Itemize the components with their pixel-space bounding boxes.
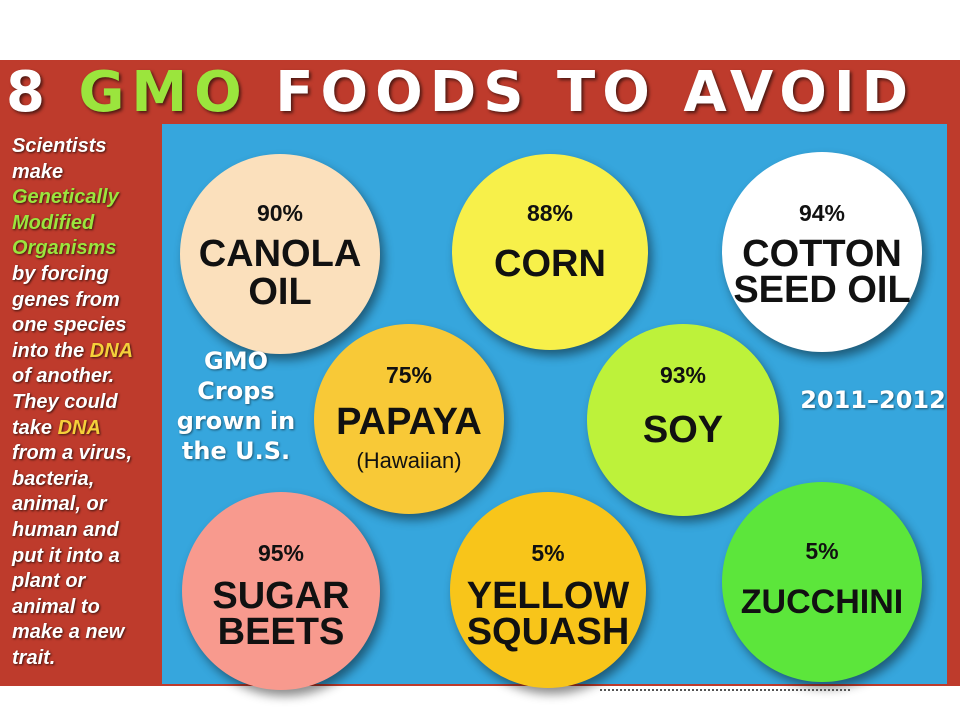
sidebar-line: put it into a: [12, 544, 120, 567]
caption-line: GMO: [204, 347, 268, 375]
sidebar-line: bacteria,: [12, 467, 95, 490]
years-label: 2011–2012: [800, 386, 946, 414]
food-name: SOY: [642, 409, 724, 451]
sidebar-highlight: Organisms: [12, 237, 117, 260]
food-percent: 88%: [526, 200, 574, 226]
gmo-crops-caption: GMO Crops grown in the U.S.: [170, 346, 302, 466]
food-percent: 93%: [659, 362, 707, 388]
sidebar-text: into the: [12, 339, 90, 362]
caption-line: grown in: [176, 407, 296, 435]
food-name: SQUASH: [466, 611, 630, 653]
sidebar-line: animal, or: [12, 493, 107, 516]
food-circle-sugar-beets: 95% SUGAR BEETS: [182, 492, 380, 690]
sidebar-line: Scientists: [12, 135, 107, 157]
sidebar-dna: DNA: [57, 416, 101, 439]
sidebar-line: take DNA: [12, 416, 162, 442]
food-circle-papaya: 75% PAPAYA (Hawaiian): [314, 324, 504, 514]
sidebar-line: genes from: [12, 288, 120, 311]
sidebar-highlight: Genetically: [12, 186, 119, 209]
food-name: COTTON: [742, 233, 902, 275]
food-percent: 5%: [531, 540, 565, 566]
sidebar-line: trait.: [12, 646, 56, 669]
food-percent: 5%: [805, 538, 839, 564]
food-percent: 95%: [257, 540, 305, 566]
food-circle-corn: 88% CORN: [452, 154, 648, 350]
food-circle-zucchini: 5% ZUCCHINI: [722, 482, 922, 682]
poster: 8 GMO FOODS TO AVOID Scientists make Gen…: [0, 60, 960, 690]
title-number: 8: [6, 60, 52, 125]
sidebar-description: Scientists make Genetically Modified Org…: [12, 134, 162, 671]
sidebar-line: They could: [12, 390, 118, 413]
food-name: BEETS: [217, 611, 345, 653]
foods-panel: 90% CANOLA OIL 88% CORN 94% COTTON SEED …: [162, 124, 947, 690]
food-circle-cotton-seed-oil: 94% COTTON SEED OIL: [722, 152, 922, 352]
page-title: 8 GMO FOODS TO AVOID: [0, 60, 960, 126]
food-name: CANOLA: [198, 233, 362, 275]
title-gmo: GMO: [78, 60, 249, 125]
food-name: SEED OIL: [733, 269, 911, 311]
caption-line: the U.S.: [181, 437, 291, 465]
caption-line: Crops: [197, 377, 275, 405]
food-circle-yellow-squash: 5% YELLOW SQUASH: [450, 492, 646, 688]
sidebar-highlight: Modified: [12, 211, 95, 234]
sidebar-line: from a virus,: [12, 442, 133, 465]
food-percent: 75%: [385, 362, 433, 388]
food-circle-canola-oil: 90% CANOLA OIL: [180, 154, 380, 354]
sidebar-line: one species: [12, 314, 127, 337]
food-name: SUGAR: [212, 575, 350, 617]
food-name: YELLOW: [466, 575, 630, 617]
sidebar-line: animal to: [12, 595, 100, 618]
food-circle-soy: 93% SOY: [587, 324, 779, 516]
sidebar-line: make a new: [12, 621, 125, 644]
sidebar-line: plant or: [12, 570, 86, 593]
food-name: ZUCCHINI: [740, 583, 904, 621]
sidebar-line: human and: [12, 518, 119, 541]
sidebar-line: make: [12, 160, 64, 183]
food-name: OIL: [248, 271, 312, 313]
sidebar-line: by forcing: [12, 262, 109, 285]
sidebar-text: take: [12, 416, 58, 439]
food-subtitle: (Hawaiian): [356, 448, 462, 473]
sidebar-line: of another.: [12, 365, 115, 388]
sidebar-line: into the DNA: [12, 339, 162, 365]
food-name: CORN: [494, 243, 606, 285]
title-rest: FOODS TO AVOID: [275, 60, 916, 125]
food-percent: 90%: [256, 200, 304, 226]
partial-text-fragment: [600, 689, 850, 697]
food-percent: 94%: [798, 200, 846, 226]
sidebar-dna: DNA: [89, 339, 134, 362]
food-name: PAPAYA: [336, 401, 482, 443]
